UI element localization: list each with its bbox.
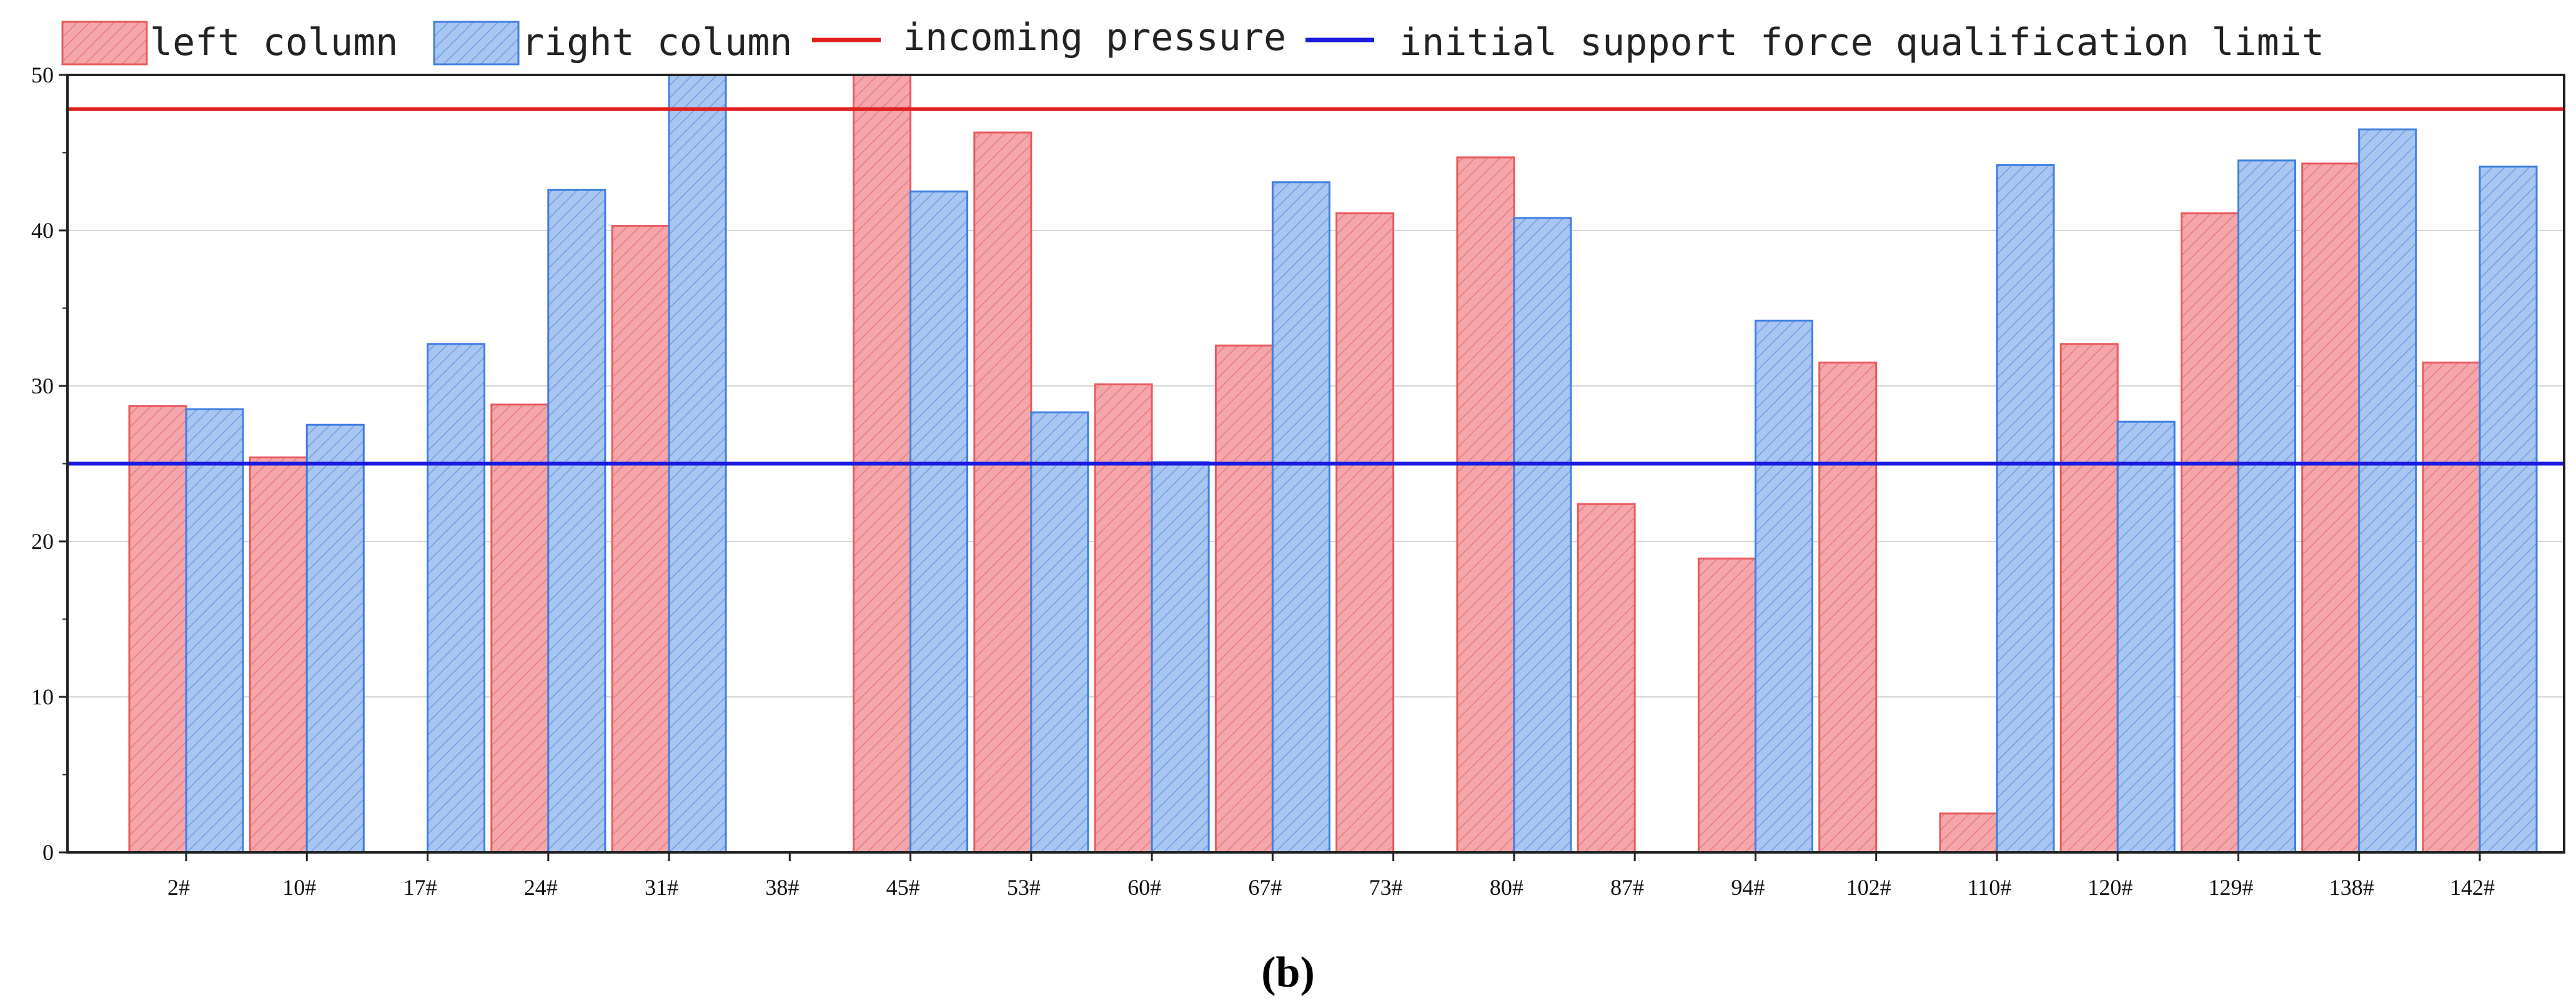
x-tick-label-129: 129# bbox=[2208, 875, 2253, 900]
bar-right-column-80 bbox=[1513, 217, 1572, 854]
legend-item-incoming-pressure: incoming pressure bbox=[812, 16, 1286, 59]
bar-right-column-129 bbox=[2237, 159, 2296, 854]
x-tick-label-142: 142# bbox=[2450, 875, 2495, 900]
legend-item-support-limit: initial support force qualification limi… bbox=[1305, 21, 2324, 64]
x-tick-label-94: 94# bbox=[1731, 875, 1765, 900]
figure-caption: (b) bbox=[1261, 949, 1315, 997]
bar-left-column-110 bbox=[1939, 812, 1998, 854]
bar-left-column-24 bbox=[490, 403, 550, 854]
x-tick-label-45: 45# bbox=[886, 875, 920, 900]
x-tick-label-2: 2# bbox=[167, 875, 190, 900]
legend-swatch-left-column bbox=[61, 21, 148, 66]
bar-right-column-142 bbox=[2479, 165, 2538, 854]
bar-left-column-31 bbox=[611, 225, 670, 854]
legend-item-left-column: left column bbox=[61, 21, 398, 66]
bar-right-column-2 bbox=[185, 408, 244, 854]
x-tick-label-60: 60# bbox=[1127, 875, 1161, 900]
legend-label-support-limit: initial support force qualification limi… bbox=[1399, 21, 2324, 64]
bar-left-column-129 bbox=[2180, 212, 2239, 854]
y-axis: 0 10 20 30 40 50 bbox=[31, 62, 67, 865]
x-tick-label-53: 53# bbox=[1007, 875, 1041, 900]
y-tick-label-10: 10 bbox=[31, 684, 54, 709]
bar-left-column-80 bbox=[1456, 156, 1515, 854]
reference-lines bbox=[67, 107, 2564, 466]
x-tick-label-120: 120# bbox=[2088, 875, 2133, 900]
x-tick-label-80: 80# bbox=[1490, 875, 1523, 900]
bar-left-column-60 bbox=[1094, 383, 1153, 854]
bars bbox=[128, 74, 2538, 854]
x-tick-label-10: 10# bbox=[282, 875, 316, 900]
bar-right-column-24 bbox=[547, 189, 607, 854]
legend-label-right-column: right column bbox=[522, 21, 792, 64]
legend-item-right-column: right column bbox=[433, 21, 792, 66]
y-tick-label-0: 0 bbox=[42, 840, 54, 865]
x-tick-label-87: 87# bbox=[1610, 875, 1644, 900]
bar-right-column-67 bbox=[1271, 181, 1330, 854]
x-tick-label-31: 31# bbox=[645, 875, 678, 900]
legend: left column right column incoming pressu… bbox=[61, 16, 2324, 66]
x-tick-label-24: 24# bbox=[524, 875, 558, 900]
bar-left-column-94 bbox=[1697, 557, 1756, 854]
y-tick-label-40: 40 bbox=[31, 218, 54, 243]
x-axis: 2# 10# 17# 24# 31# 38# 45# 53# 60# 67# 73# 80# 87# 94… bbox=[167, 852, 2495, 900]
bar-left-column-10 bbox=[249, 456, 308, 854]
bar-left-column-87 bbox=[1577, 503, 1636, 854]
bar-right-column-120 bbox=[2116, 420, 2176, 854]
x-tick-label-17: 17# bbox=[404, 875, 437, 900]
bar-right-column-110 bbox=[1996, 164, 2055, 854]
x-tick-label-38: 38# bbox=[765, 875, 799, 900]
legend-label-incoming-pressure: incoming pressure bbox=[903, 16, 1286, 59]
x-tick-label-102: 102# bbox=[1846, 875, 1891, 900]
bar-left-column-73 bbox=[1335, 212, 1395, 854]
bar-left-column-142 bbox=[2422, 362, 2481, 854]
x-tick-label-110: 110# bbox=[1968, 875, 2012, 900]
legend-swatch-right-column bbox=[433, 21, 520, 66]
x-tick-label-73: 73# bbox=[1369, 875, 1403, 900]
x-tick-label-67: 67# bbox=[1248, 875, 1282, 900]
bar-left-column-67 bbox=[1214, 344, 1274, 854]
bar-right-column-10 bbox=[305, 423, 365, 854]
bar-left-column-120 bbox=[2059, 343, 2119, 854]
bar-right-column-53 bbox=[1030, 411, 1089, 854]
bar-right-column-17 bbox=[427, 343, 486, 854]
bar-left-column-102 bbox=[1818, 362, 1878, 854]
bar-left-column-138 bbox=[2301, 162, 2361, 854]
y-tick-label-20: 20 bbox=[31, 529, 54, 554]
bar-right-column-138 bbox=[2358, 128, 2417, 854]
bar-right-column-94 bbox=[1754, 319, 1813, 854]
legend-label-left-column: left column bbox=[150, 21, 398, 64]
y-tick-label-30: 30 bbox=[31, 373, 54, 398]
x-tick-label-138: 138# bbox=[2329, 875, 2374, 900]
bar-right-column-60 bbox=[1151, 461, 1210, 854]
bar-right-column-45 bbox=[909, 190, 969, 854]
y-tick-label-50: 50 bbox=[31, 62, 54, 87]
bar-left-column-2 bbox=[128, 405, 187, 854]
bar-left-column-53 bbox=[973, 131, 1033, 854]
